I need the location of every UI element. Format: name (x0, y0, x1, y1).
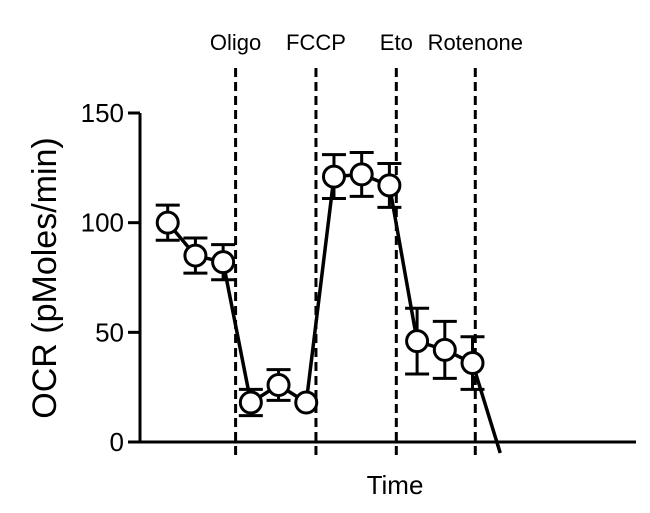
y-tick-label: 50 (95, 317, 124, 347)
data-point (321, 164, 346, 189)
y-tick-label: 0 (110, 427, 124, 457)
data-point (238, 390, 263, 415)
y-ticks: 0 50 100 150 (81, 98, 140, 457)
y-tick-label: 150 (81, 98, 124, 128)
data-point (405, 329, 430, 354)
y-axis-title: OCR (pMoles/min) (26, 137, 64, 418)
series-group (155, 150, 502, 454)
data-point (349, 162, 374, 187)
data-point (266, 372, 291, 397)
data-point (183, 243, 208, 268)
data-point (377, 173, 402, 198)
series-line (166, 172, 502, 454)
axes (138, 113, 636, 444)
injection-markers: Oligo FCCP Eto Rotenone (210, 30, 523, 455)
injection-label: Rotenone (428, 30, 523, 55)
data-point (432, 337, 457, 362)
injection-label: FCCP (286, 30, 346, 55)
y-tick-label: 100 (81, 208, 124, 238)
data-point (460, 351, 485, 376)
data-point (294, 390, 319, 415)
data-point (211, 250, 236, 275)
injection-label: Eto (380, 30, 413, 55)
injection-label: Oligo (210, 30, 261, 55)
x-axis-title: Time (367, 470, 424, 500)
data-point (155, 210, 180, 235)
